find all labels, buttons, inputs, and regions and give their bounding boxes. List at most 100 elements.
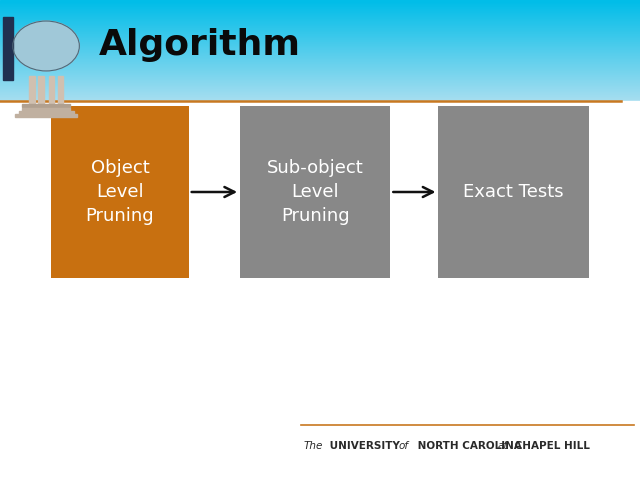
Bar [0,14,640,15]
Bar [58,76,63,105]
Bar [0,64,640,65]
Text: Exact Tests: Exact Tests [463,183,564,201]
Bar [0,51,640,52]
Bar [0,100,640,101]
Bar [0,49,640,50]
Bar [0,78,640,79]
Bar [0,48,640,49]
Bar [0,0,640,1]
Bar [0,50,640,51]
Bar [0,30,640,31]
Bar [0,10,640,11]
Bar [0,77,640,78]
Bar [0,24,640,25]
Bar [0,52,640,53]
Bar [0,37,640,38]
Bar [0,9,640,10]
Bar [0,19,640,20]
Bar [19,111,74,114]
Bar [0,98,640,99]
Bar [0,42,640,43]
Bar [0,12,640,13]
Bar [49,76,54,105]
Bar [0,68,640,69]
Bar [0,2,640,3]
Bar [0,55,640,56]
Bar [0,32,640,33]
Bar [0,85,640,86]
Bar [0,66,640,67]
Bar [0,11,640,12]
Text: NORTH CAROLINA: NORTH CAROLINA [414,442,525,451]
Circle shape [13,21,79,71]
Bar [0,23,640,24]
Bar [0,81,640,82]
Bar [22,108,70,111]
Bar [0,70,640,71]
Bar [0,28,640,29]
Bar [0,5,640,6]
Bar [0,4,640,5]
Bar [0,95,640,96]
Text: CHAPEL HILL: CHAPEL HILL [511,442,589,451]
Bar [0,25,640,26]
Bar [0,58,640,59]
Bar [0,59,640,60]
Bar [0,18,640,19]
Bar [0,41,640,42]
Bar [0,97,640,98]
Bar [0,57,640,58]
Bar [0,3,640,4]
Bar [0,34,640,35]
Bar [0,93,640,94]
Text: Object
Level
Pruning: Object Level Pruning [86,159,154,225]
Bar [0,67,640,68]
Bar [0,44,640,45]
Bar [0,38,640,39]
Bar [0,20,640,21]
Bar [0,47,640,48]
Bar [0,16,640,17]
Bar [0,1,640,2]
Bar [0,72,640,73]
Bar [0,89,640,90]
Text: Sub-object
Level
Pruning: Sub-object Level Pruning [267,159,364,225]
Bar [0,27,640,28]
Bar [22,104,70,108]
Bar [0,46,640,47]
Bar [0,39,640,40]
Bar [0,88,640,89]
Bar [0,90,640,91]
Bar [0,61,640,62]
Bar [0,8,640,9]
Bar [0,69,640,70]
Bar [0,43,640,44]
Bar [0,74,640,75]
Bar [0,92,640,93]
Bar [0,54,640,55]
Bar [0,36,640,37]
Text: UNIVERSITY: UNIVERSITY [326,442,404,451]
Bar [0,87,640,88]
Bar [0,15,640,16]
Bar [0,71,640,72]
Bar [0,79,640,80]
Bar [240,106,390,278]
Bar [0,35,640,36]
Bar [0,63,640,64]
Bar [0,83,640,84]
Bar [51,106,189,278]
Bar [0,33,640,34]
Bar [15,114,77,117]
Bar [0,65,640,66]
Bar [0,26,640,27]
Bar [0,96,640,97]
Bar [0,101,640,480]
Bar [0,94,640,95]
Bar [0,29,640,30]
Bar [0,76,640,77]
Text: at: at [498,442,508,451]
Bar [0,99,640,100]
Bar [0,56,640,57]
Bar [0,75,640,76]
